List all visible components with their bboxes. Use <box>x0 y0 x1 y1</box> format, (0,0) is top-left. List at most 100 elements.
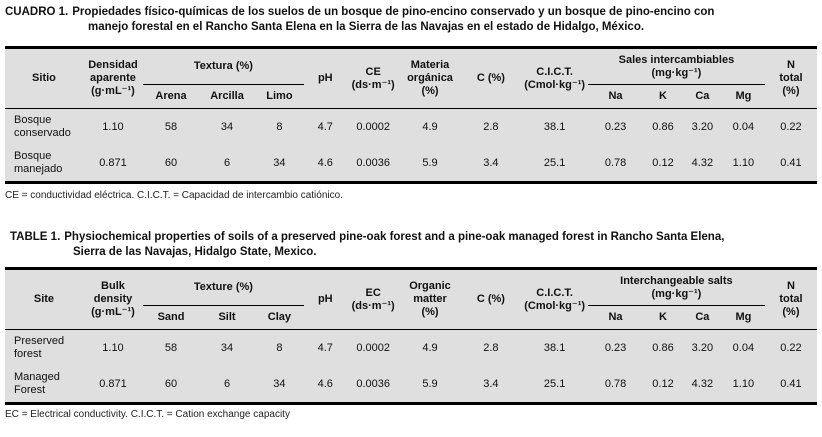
data-cell: 3.20 <box>682 108 722 146</box>
col-header-cict: C.I.C.T. (Cmol·kg⁻¹) <box>524 286 586 312</box>
table-footnote-en: EC = Electrical conductivity. C.I.C.T. =… <box>5 409 290 420</box>
col-header-ec: EC (ds·m⁻¹) <box>351 286 395 312</box>
data-cell: 0.78 <box>604 377 627 390</box>
data-cell: 34 <box>199 108 256 146</box>
data-cell: 8 <box>255 329 304 367</box>
data-cell: 1.10 <box>732 156 755 169</box>
table-footnote-es: CE = conductividad eléctrica. C.I.C.T. =… <box>5 190 343 201</box>
spanish-table-section: CUADRO 1. Propiedades físico-químicas de … <box>0 5 822 202</box>
col-header-bulk-density: Bulk density (g·mL⁻¹) <box>91 280 135 318</box>
header-row-groups: Site Bulk density (g·mL⁻¹) Texture (%) pH EC… <box>5 268 817 318</box>
data-cell: 34 <box>273 377 286 390</box>
data-cell: 0.04 <box>721 108 765 146</box>
col-header-cict: C.I.C.T. (Cmol·kg⁻¹) <box>524 65 586 91</box>
col-subheader-salt: K <box>659 311 667 323</box>
col-subheader-texture: Silt <box>218 311 236 323</box>
row-label-site: Bosque conservado <box>5 108 83 146</box>
col-subheader-salt: Mg <box>735 311 752 323</box>
data-cell: 0.0002 <box>346 329 400 367</box>
data-cell: 0.86 <box>643 108 683 146</box>
data-cell: 0.12 <box>652 377 674 390</box>
data-cell: 0.41 <box>780 156 802 169</box>
data-cell: 0.78 <box>604 156 627 169</box>
data-row: Managed Forest 0.871 60 6 34 4.6 0.0036 5.9 3.4 2… <box>5 367 817 404</box>
data-cell: 38.1 <box>521 108 588 146</box>
data-cell: 34 <box>273 156 286 169</box>
col-subheader-texture: Arena <box>155 90 187 102</box>
col-group-salts: Interchangeable salts (mg·kg⁻¹) <box>587 268 765 306</box>
data-cell: 4.7 <box>303 108 347 146</box>
row-label-site: Managed Forest <box>14 371 60 397</box>
col-group-texture: Texture (%) <box>143 268 304 306</box>
data-cell: 5.9 <box>422 156 438 169</box>
data-cell: 0.86 <box>643 329 683 367</box>
col-subheader-texture: Arcilla <box>210 90 244 102</box>
col-subheader-salt: Na <box>608 90 623 102</box>
col-header-organic-matter: Materia orgánica (%) <box>407 59 453 97</box>
data-cell: 3.4 <box>483 377 499 390</box>
data-cell: 4.32 <box>691 156 714 169</box>
table-container-en: Site Bulk density (g·mL⁻¹) Texture (%) pH EC… <box>5 267 817 405</box>
data-cell: 2.8 <box>460 329 522 367</box>
col-group-texture: Textura (%) <box>143 47 304 85</box>
header-row-subcolumns: Arena Arcilla Limo Na K Ca Mg <box>5 85 817 109</box>
header-row-subcolumns: Sand Silt Clay Na K Ca Mg <box>5 306 817 330</box>
col-subheader-salt: Mg <box>735 90 752 102</box>
data-cell: 0.0036 <box>356 377 390 390</box>
data-cell: 1.10 <box>82 108 144 146</box>
row-label-site: Preserved forest <box>5 329 83 367</box>
col-subheader-texture: Limo <box>266 90 293 102</box>
data-cell: 0.12 <box>652 156 674 169</box>
data-cell: 6 <box>223 156 231 169</box>
caption-label-es: CUADRO 1. <box>5 6 69 18</box>
data-cell: 0.0036 <box>356 156 390 169</box>
data-cell: 4.7 <box>303 329 347 367</box>
col-subheader-texture: Clay <box>267 311 292 323</box>
col-subheader-salt: Na <box>608 311 623 323</box>
data-cell: 0.04 <box>721 329 765 367</box>
table-container-es: Sitio Densidad aparente (g·mL⁻¹) Textura (… <box>5 46 817 184</box>
page: CUADRO 1. Propiedades físico-químicas de … <box>0 5 822 421</box>
data-cell: 0.22 <box>764 329 817 367</box>
data-cell: 0.41 <box>780 377 802 390</box>
data-cell: 4.6 <box>317 156 333 169</box>
data-cell: 0.0002 <box>346 108 400 146</box>
col-subheader-salt: Ca <box>695 311 710 323</box>
data-cell: 2.8 <box>460 108 522 146</box>
col-group-salts: Sales intercambiables (mg·kg⁻¹) <box>587 47 765 85</box>
data-cell: 3.4 <box>483 156 499 169</box>
data-cell: 60 <box>164 156 178 169</box>
data-cell: 0.23 <box>587 329 644 367</box>
col-subheader-salt: K <box>659 90 667 102</box>
col-header-carbon: C (%) <box>476 72 505 84</box>
col-header-organic-matter: Organic matter (%) <box>409 280 451 318</box>
col-header-n-total: N total (%) <box>779 59 803 97</box>
data-cell: 38.1 <box>521 329 588 367</box>
col-header-ph: pH <box>317 293 333 305</box>
col-header-ph: pH <box>317 72 333 84</box>
col-header-site: Site <box>33 293 55 305</box>
col-header-carbon: C (%) <box>476 293 505 305</box>
data-cell: 4.6 <box>317 377 333 390</box>
data-cell: 5.9 <box>422 377 438 390</box>
data-cell: 0.871 <box>99 377 127 390</box>
data-cell: 3.20 <box>682 329 722 367</box>
col-header-ec: CE (ds·m⁻¹) <box>351 65 395 91</box>
col-subheader-texture: Sand <box>157 311 185 323</box>
data-cell: 25.1 <box>543 377 566 390</box>
col-header-bulk-density: Densidad aparente (g·mL⁻¹) <box>88 59 138 97</box>
table-caption-es: CUADRO 1. Propiedades físico-químicas de … <box>5 5 822 35</box>
cuadro-1-table: Sitio Densidad aparente (g·mL⁻¹) Textura (… <box>5 46 817 184</box>
header-row-groups: Sitio Densidad aparente (g·mL⁻¹) Textura (… <box>5 47 817 97</box>
data-cell: 8 <box>255 108 304 146</box>
table-caption-en: TABLE 1. Physiochemical properties of soi… <box>10 230 822 260</box>
data-row: Bosque manejado 0.871 60 6 34 4.6 0.0036 5.9 3.4… <box>5 146 817 183</box>
data-cell: 1.10 <box>732 377 755 390</box>
data-cell: 0.871 <box>99 156 127 169</box>
data-cell: 0.22 <box>764 108 817 146</box>
row-label-site: Bosque manejado <box>14 150 63 176</box>
col-subheader-salt: Ca <box>695 90 710 102</box>
data-cell: 4.32 <box>691 377 714 390</box>
data-cell: 58 <box>143 108 200 146</box>
data-cell: 58 <box>143 329 200 367</box>
